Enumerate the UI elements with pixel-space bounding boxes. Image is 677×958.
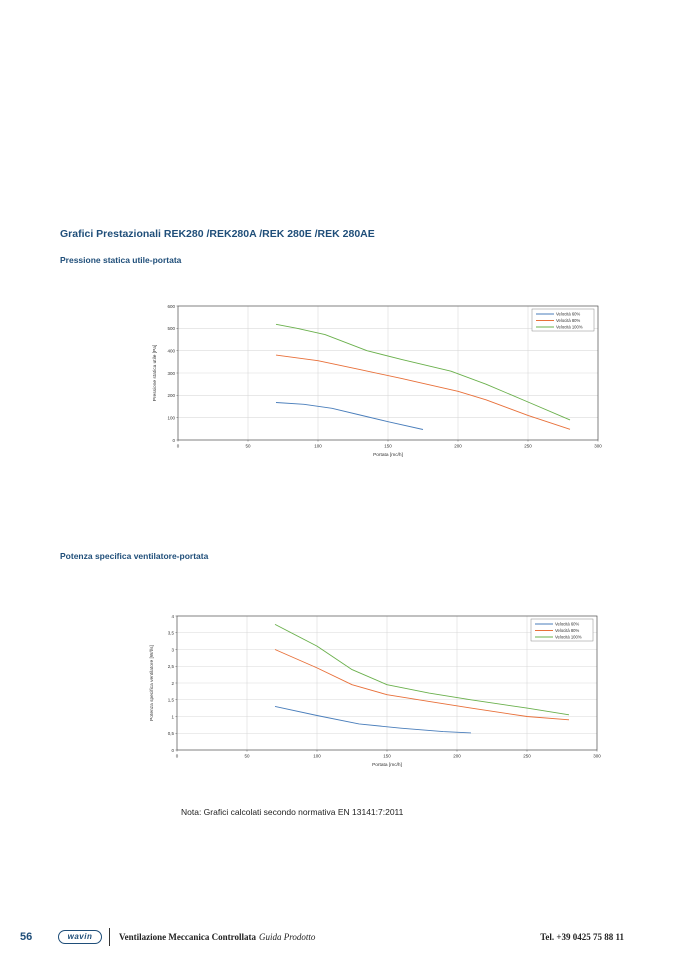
y-tick-label: 200 <box>167 393 175 398</box>
y-tick-label: 2 <box>171 681 174 686</box>
plot-area-frame <box>176 615 598 751</box>
y-tick-label: 2,5 <box>168 664 175 669</box>
legend-label: Velocità 80% <box>556 318 580 323</box>
y-tick-label: 500 <box>167 326 175 331</box>
chart1-heading: Pressione statica utile-portata <box>60 255 182 265</box>
x-axis-label: Portata [mc/h] <box>372 762 402 768</box>
y-tick-label: 600 <box>167 304 175 309</box>
x-tick-label: 0 <box>177 444 180 449</box>
x-tick-label: 150 <box>384 444 392 449</box>
wavin-logo: wavin <box>58 930 102 944</box>
y-tick-label: 0 <box>171 748 174 753</box>
x-tick-label: 0 <box>176 754 179 759</box>
y-axis-label: Potenza specifica ventilatore [W/l/s] <box>149 645 155 721</box>
y-axis-label: Pressione statica utile [Pa] <box>152 345 158 402</box>
x-tick-label: 200 <box>454 444 462 449</box>
y-tick-label: 4 <box>171 614 174 619</box>
x-tick-label: 250 <box>524 444 532 449</box>
static-pressure-chart: 0 100 200 300 400 500 600 0 50 100 150 200 250 300 Por… <box>152 304 602 458</box>
footer-phone: Tel. +39 0425 75 88 11 <box>540 932 624 942</box>
x-tick-label: 200 <box>453 754 461 759</box>
legend-label: Velocità 60% <box>556 312 580 317</box>
footer-title: Ventilazione Meccanica Controllata Guida … <box>119 932 315 942</box>
note-text: Nota: Grafici calcolati secondo normativ… <box>181 807 404 817</box>
x-tick-label: 100 <box>313 754 321 759</box>
series-line <box>275 402 424 430</box>
page-number: 56 <box>20 931 33 943</box>
x-tick-label: 300 <box>593 754 601 759</box>
y-tick-label: 300 <box>167 371 175 376</box>
y-tick-label: 3 <box>171 647 174 652</box>
footer-subtitle: Guida Prodotto <box>258 932 316 942</box>
series-line <box>274 649 570 721</box>
series-line <box>275 354 571 430</box>
series-line <box>274 705 472 734</box>
series-line <box>275 323 571 421</box>
chart2-heading: Potenza specifica ventilatore-portata <box>60 551 209 561</box>
legend-label: Velocità 100% <box>556 325 583 330</box>
x-tick-label: 300 <box>594 444 602 449</box>
legend-label: Velocità 60% <box>555 622 579 627</box>
x-tick-label: 150 <box>383 754 391 759</box>
y-tick-label: 1,5 <box>168 698 175 703</box>
x-tick-label: 100 <box>314 444 322 449</box>
y-tick-label: 1 <box>171 714 174 719</box>
footer-title-text: Ventilazione Meccanica Controllata <box>119 932 256 942</box>
x-tick-label: 50 <box>244 754 250 759</box>
y-tick-label: 3,5 <box>168 631 175 636</box>
x-tick-label: 50 <box>245 444 251 449</box>
page-title: Grafici Prestazionali REK280 /REK280A /R… <box>60 228 375 240</box>
y-tick-label: 400 <box>167 348 175 353</box>
legend-label: Velocità 100% <box>555 635 582 640</box>
legend-label: Velocità 80% <box>555 628 579 633</box>
y-tick-label: 0 <box>172 438 175 443</box>
series-line <box>274 624 570 716</box>
legend-box <box>530 618 594 642</box>
x-axis-label: Portata [mc/h] <box>373 452 403 458</box>
footer: 56 wavin Ventilazione Meccanica Controll… <box>0 928 677 948</box>
y-tick-label: 0,5 <box>168 731 175 736</box>
plot-area-frame <box>177 305 599 441</box>
x-tick-label: 250 <box>523 754 531 759</box>
footer-divider <box>109 928 110 946</box>
y-tick-label: 100 <box>167 415 175 420</box>
specific-power-chart: 0 0,5 1 1,5 2 2,5 3 3,5 4 0 50 100 150 200 250 300 Porta… <box>149 614 601 768</box>
legend-box <box>531 308 595 332</box>
